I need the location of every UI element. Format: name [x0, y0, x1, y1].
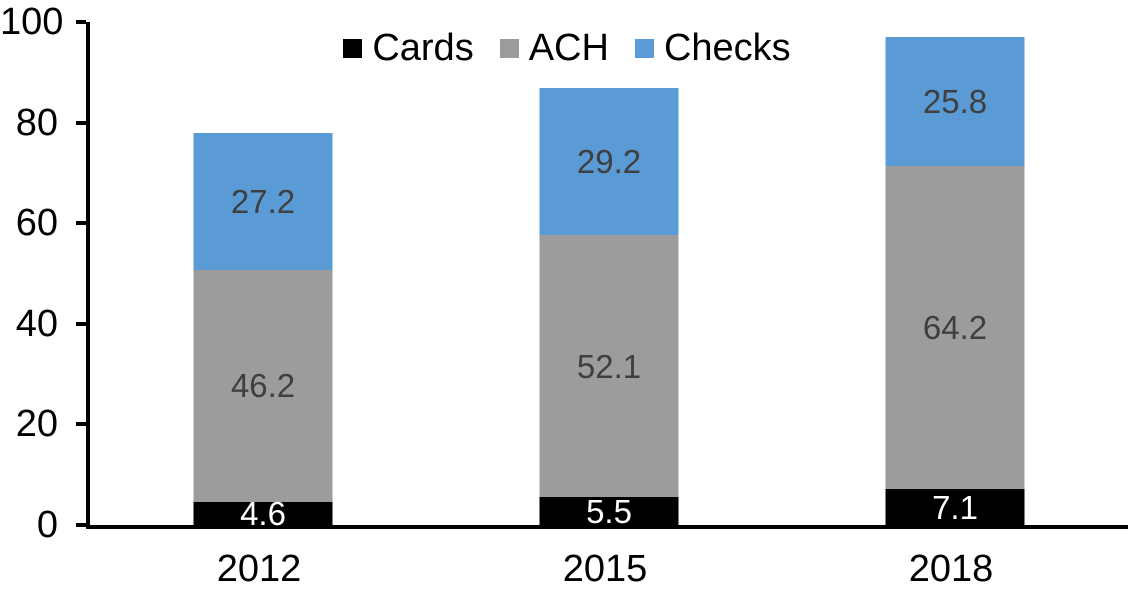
bar-segment-cards-2012: 4.6: [193, 497, 333, 530]
data-label: 5.5: [586, 492, 632, 530]
y-axis-tick: [76, 321, 86, 326]
y-axis-tick: [76, 523, 86, 527]
y-axis-tick-label: 0: [36, 504, 58, 546]
bar-segment-checks-2018: 25.8: [885, 36, 1025, 167]
y-axis-tick: [76, 20, 86, 24]
x-axis-label-2015: 2015: [562, 548, 648, 590]
bar-segment-checks-2015: 29.2: [539, 88, 679, 236]
data-label: 46.2: [230, 367, 296, 405]
x-axis-label-2012: 2012: [216, 548, 302, 590]
data-label: 29.2: [576, 143, 642, 181]
y-axis-tick-label: 40: [15, 302, 58, 345]
bar-column-2012: 4.6 46.2 27.2: [90, 22, 436, 530]
y-axis-tick: [76, 422, 86, 427]
bar-stack-2012: 4.6 46.2 27.2: [193, 132, 333, 530]
data-label: 52.1: [576, 347, 642, 385]
legend-swatch-checks: [634, 38, 654, 58]
legend-label: ACH: [528, 27, 609, 69]
data-label: 27.2: [230, 182, 296, 220]
x-axis-labels: 2012 2015 2018: [86, 547, 1124, 591]
chart-legend: Cards ACH Checks: [0, 26, 1134, 70]
legend-label: Cards: [372, 27, 474, 69]
legend-item-ach: ACH: [499, 27, 609, 69]
bar-column-2018: 7.1 64.2 25.8: [782, 22, 1128, 525]
plot-area: 4.6 46.2 27.2 5.5 52.1 29.2 7.1 64.2 25.8: [86, 22, 1128, 530]
bar-stack-2018: 7.1 64.2 25.8: [885, 36, 1025, 526]
legend-swatch-cards: [343, 38, 363, 58]
x-axis-label-2018: 2018: [908, 548, 994, 590]
bar-stack-2015: 5.5 52.1 29.2: [539, 88, 679, 530]
bar-column-2015: 5.5 52.1 29.2: [436, 22, 782, 530]
y-axis-tick: [76, 120, 86, 125]
y-axis-tick: [76, 221, 86, 226]
legend-label: Checks: [663, 27, 791, 69]
data-label: 64.2: [922, 309, 988, 347]
y-axis-tick-label: 60: [15, 202, 58, 245]
bar-segment-cards-2018: 7.1: [885, 488, 1025, 526]
data-label: 25.8: [922, 82, 988, 120]
bar-segment-cards-2015: 5.5: [539, 492, 679, 530]
data-label: 4.6: [240, 494, 286, 532]
legend-swatch-ach: [499, 38, 519, 58]
y-axis-tick-label: 100: [0, 1, 64, 43]
y-axis-tick-label: 80: [15, 101, 58, 144]
data-label: 7.1: [932, 488, 978, 526]
bar-segment-ach-2018: 64.2: [885, 166, 1025, 490]
legend-item-checks: Checks: [634, 27, 791, 69]
y-axis-tick-label: 20: [15, 403, 58, 446]
legend-item-cards: Cards: [343, 27, 474, 69]
bar-segment-checks-2012: 27.2: [193, 132, 333, 270]
bar-segment-ach-2012: 46.2: [193, 269, 333, 502]
bar-segment-ach-2015: 52.1: [539, 235, 679, 498]
